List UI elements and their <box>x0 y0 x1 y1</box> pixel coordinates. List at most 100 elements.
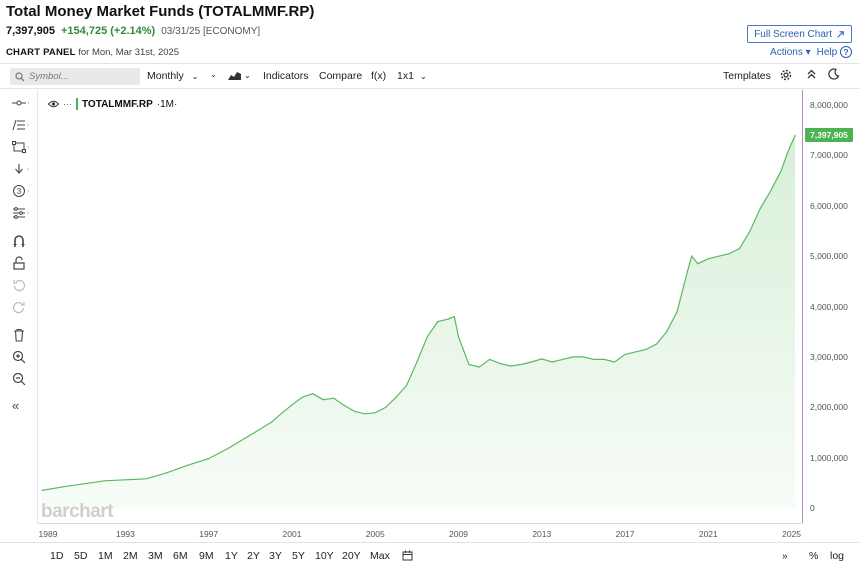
range-button-1d[interactable]: 1D <box>50 550 64 562</box>
layout-label: 1x1 <box>397 70 414 82</box>
range-button-3m[interactable]: 3M <box>148 550 163 562</box>
line-tool-icon <box>12 100 26 106</box>
settings-button[interactable] <box>780 69 792 81</box>
y-tick-label: 5,000,000 <box>810 251 848 262</box>
tool-undo[interactable] <box>12 277 34 293</box>
data-point <box>780 170 782 172</box>
y-tick-label: 1,000,000 <box>810 452 848 463</box>
data-point <box>405 385 408 387</box>
data-point <box>655 343 657 345</box>
range-button-5y[interactable]: 5Y <box>292 550 305 562</box>
data-point <box>499 362 501 365</box>
x-tick-label: 2001 <box>282 529 302 539</box>
undo-icon <box>13 279 26 292</box>
barchart-watermark: barchart <box>41 501 114 522</box>
range-button-2y[interactable]: 2Y <box>247 550 260 562</box>
zoom-in-icon <box>12 350 26 364</box>
range-button-20y[interactable]: 20Y <box>342 550 361 562</box>
period-select[interactable]: Monthly ⌄ <box>147 70 198 82</box>
chart-type-select[interactable]: ⌄ <box>228 70 251 80</box>
tool-zoom-in[interactable] <box>12 349 34 365</box>
log-toggle[interactable]: log <box>830 550 845 562</box>
tool-pattern[interactable]: › <box>12 205 34 221</box>
symbol-input[interactable]: Symbol... <box>10 68 140 85</box>
chart-area[interactable] <box>38 90 802 523</box>
layout-select[interactable]: 1x1 ⌄ <box>397 70 427 82</box>
fx-button[interactable]: f(x) <box>371 70 386 82</box>
y-tick-label: 7,000,000 <box>810 150 848 161</box>
data-point <box>562 358 564 360</box>
scroll-end-button[interactable]: » <box>782 550 788 562</box>
range-button-5d[interactable]: 5D <box>74 550 88 562</box>
panel-title: CHART PANEL <box>6 47 76 58</box>
range-button-max[interactable]: Max <box>370 550 390 562</box>
price-axis[interactable]: 0 1,000,000 2,000,000 3,000,000 4,000,000 5,0… <box>802 90 860 523</box>
actions-menu[interactable]: Actions ▾ <box>770 47 811 58</box>
svg-text:3: 3 <box>17 187 22 196</box>
tool-number[interactable]: 3 › <box>12 183 34 199</box>
double-chevron-up-icon <box>807 69 816 79</box>
price-meta: 03/31/25 [ECONOMY] <box>161 26 261 37</box>
tool-magnet[interactable] <box>12 233 34 249</box>
chevron-right-icon: › <box>27 165 30 173</box>
theme-toggle[interactable] <box>828 68 840 80</box>
help-link[interactable]: Help ? <box>817 46 852 58</box>
calendar-button[interactable] <box>402 550 413 564</box>
data-point <box>437 321 439 323</box>
area-chart-icon <box>228 72 241 80</box>
data-point <box>645 348 647 350</box>
collapse-button[interactable] <box>806 68 817 80</box>
data-point <box>333 397 335 399</box>
x-tick-label: 2005 <box>365 529 385 539</box>
fullscreen-label: Full Screen Chart <box>754 28 832 40</box>
indicators-button[interactable]: Indicators <box>263 70 309 82</box>
data-point <box>572 356 574 358</box>
chevron-down-icon: ⌄ <box>419 71 427 81</box>
data-point <box>395 396 397 398</box>
data-point <box>691 255 693 257</box>
percent-toggle[interactable]: % <box>809 550 819 562</box>
magnet-icon <box>13 235 25 247</box>
range-button-10y[interactable]: 10Y <box>315 550 334 562</box>
data-point <box>447 318 449 320</box>
range-button-9m[interactable]: 9M <box>199 550 214 562</box>
data-point <box>603 358 605 360</box>
data-point <box>281 412 283 414</box>
tool-delete[interactable] <box>12 327 34 343</box>
range-button-1y[interactable]: 1Y <box>225 550 238 562</box>
x-tick-label: 2025 <box>782 529 802 539</box>
period-extra-select[interactable]: ⌄ <box>210 70 217 79</box>
series-color-swatch <box>76 98 78 110</box>
tool-lock[interactable] <box>12 255 34 271</box>
more-icon[interactable]: ··· <box>63 99 72 109</box>
fullscreen-button[interactable]: Full Screen Chart <box>747 25 852 43</box>
data-point <box>62 486 64 488</box>
x-tick-label: 2017 <box>615 529 635 539</box>
compare-button[interactable]: Compare <box>319 70 362 82</box>
tool-line[interactable]: › <box>12 95 34 111</box>
y-tick-label: 3,000,000 <box>810 351 848 362</box>
data-point <box>707 258 709 260</box>
time-axis[interactable]: 1989 1993 1997 2001 2005 2009 2013 2017 2021 2025 <box>38 523 802 541</box>
data-point <box>770 190 772 192</box>
data-point <box>786 152 789 154</box>
templates-button[interactable]: Templates <box>723 70 771 82</box>
data-point <box>530 361 532 363</box>
collapse-toolbar-button[interactable]: « <box>12 397 34 413</box>
tool-arrow[interactable]: › <box>12 161 34 177</box>
data-point <box>249 434 251 436</box>
range-button-3y[interactable]: 3Y <box>269 550 282 562</box>
range-button-2m[interactable]: 2M <box>123 550 138 562</box>
tool-shape[interactable]: › <box>12 139 34 155</box>
range-button-1m[interactable]: 1M <box>98 550 113 562</box>
data-point <box>208 458 210 460</box>
tool-fib[interactable]: › <box>12 117 34 133</box>
tool-zoom-out[interactable] <box>12 371 34 387</box>
data-point <box>374 412 376 414</box>
tool-redo[interactable] <box>12 299 34 315</box>
y-tick-label: 2,000,000 <box>810 402 848 413</box>
eye-icon[interactable] <box>48 100 59 108</box>
range-button-6m[interactable]: 6M <box>173 550 188 562</box>
moon-icon <box>828 68 840 80</box>
data-point <box>551 361 553 363</box>
